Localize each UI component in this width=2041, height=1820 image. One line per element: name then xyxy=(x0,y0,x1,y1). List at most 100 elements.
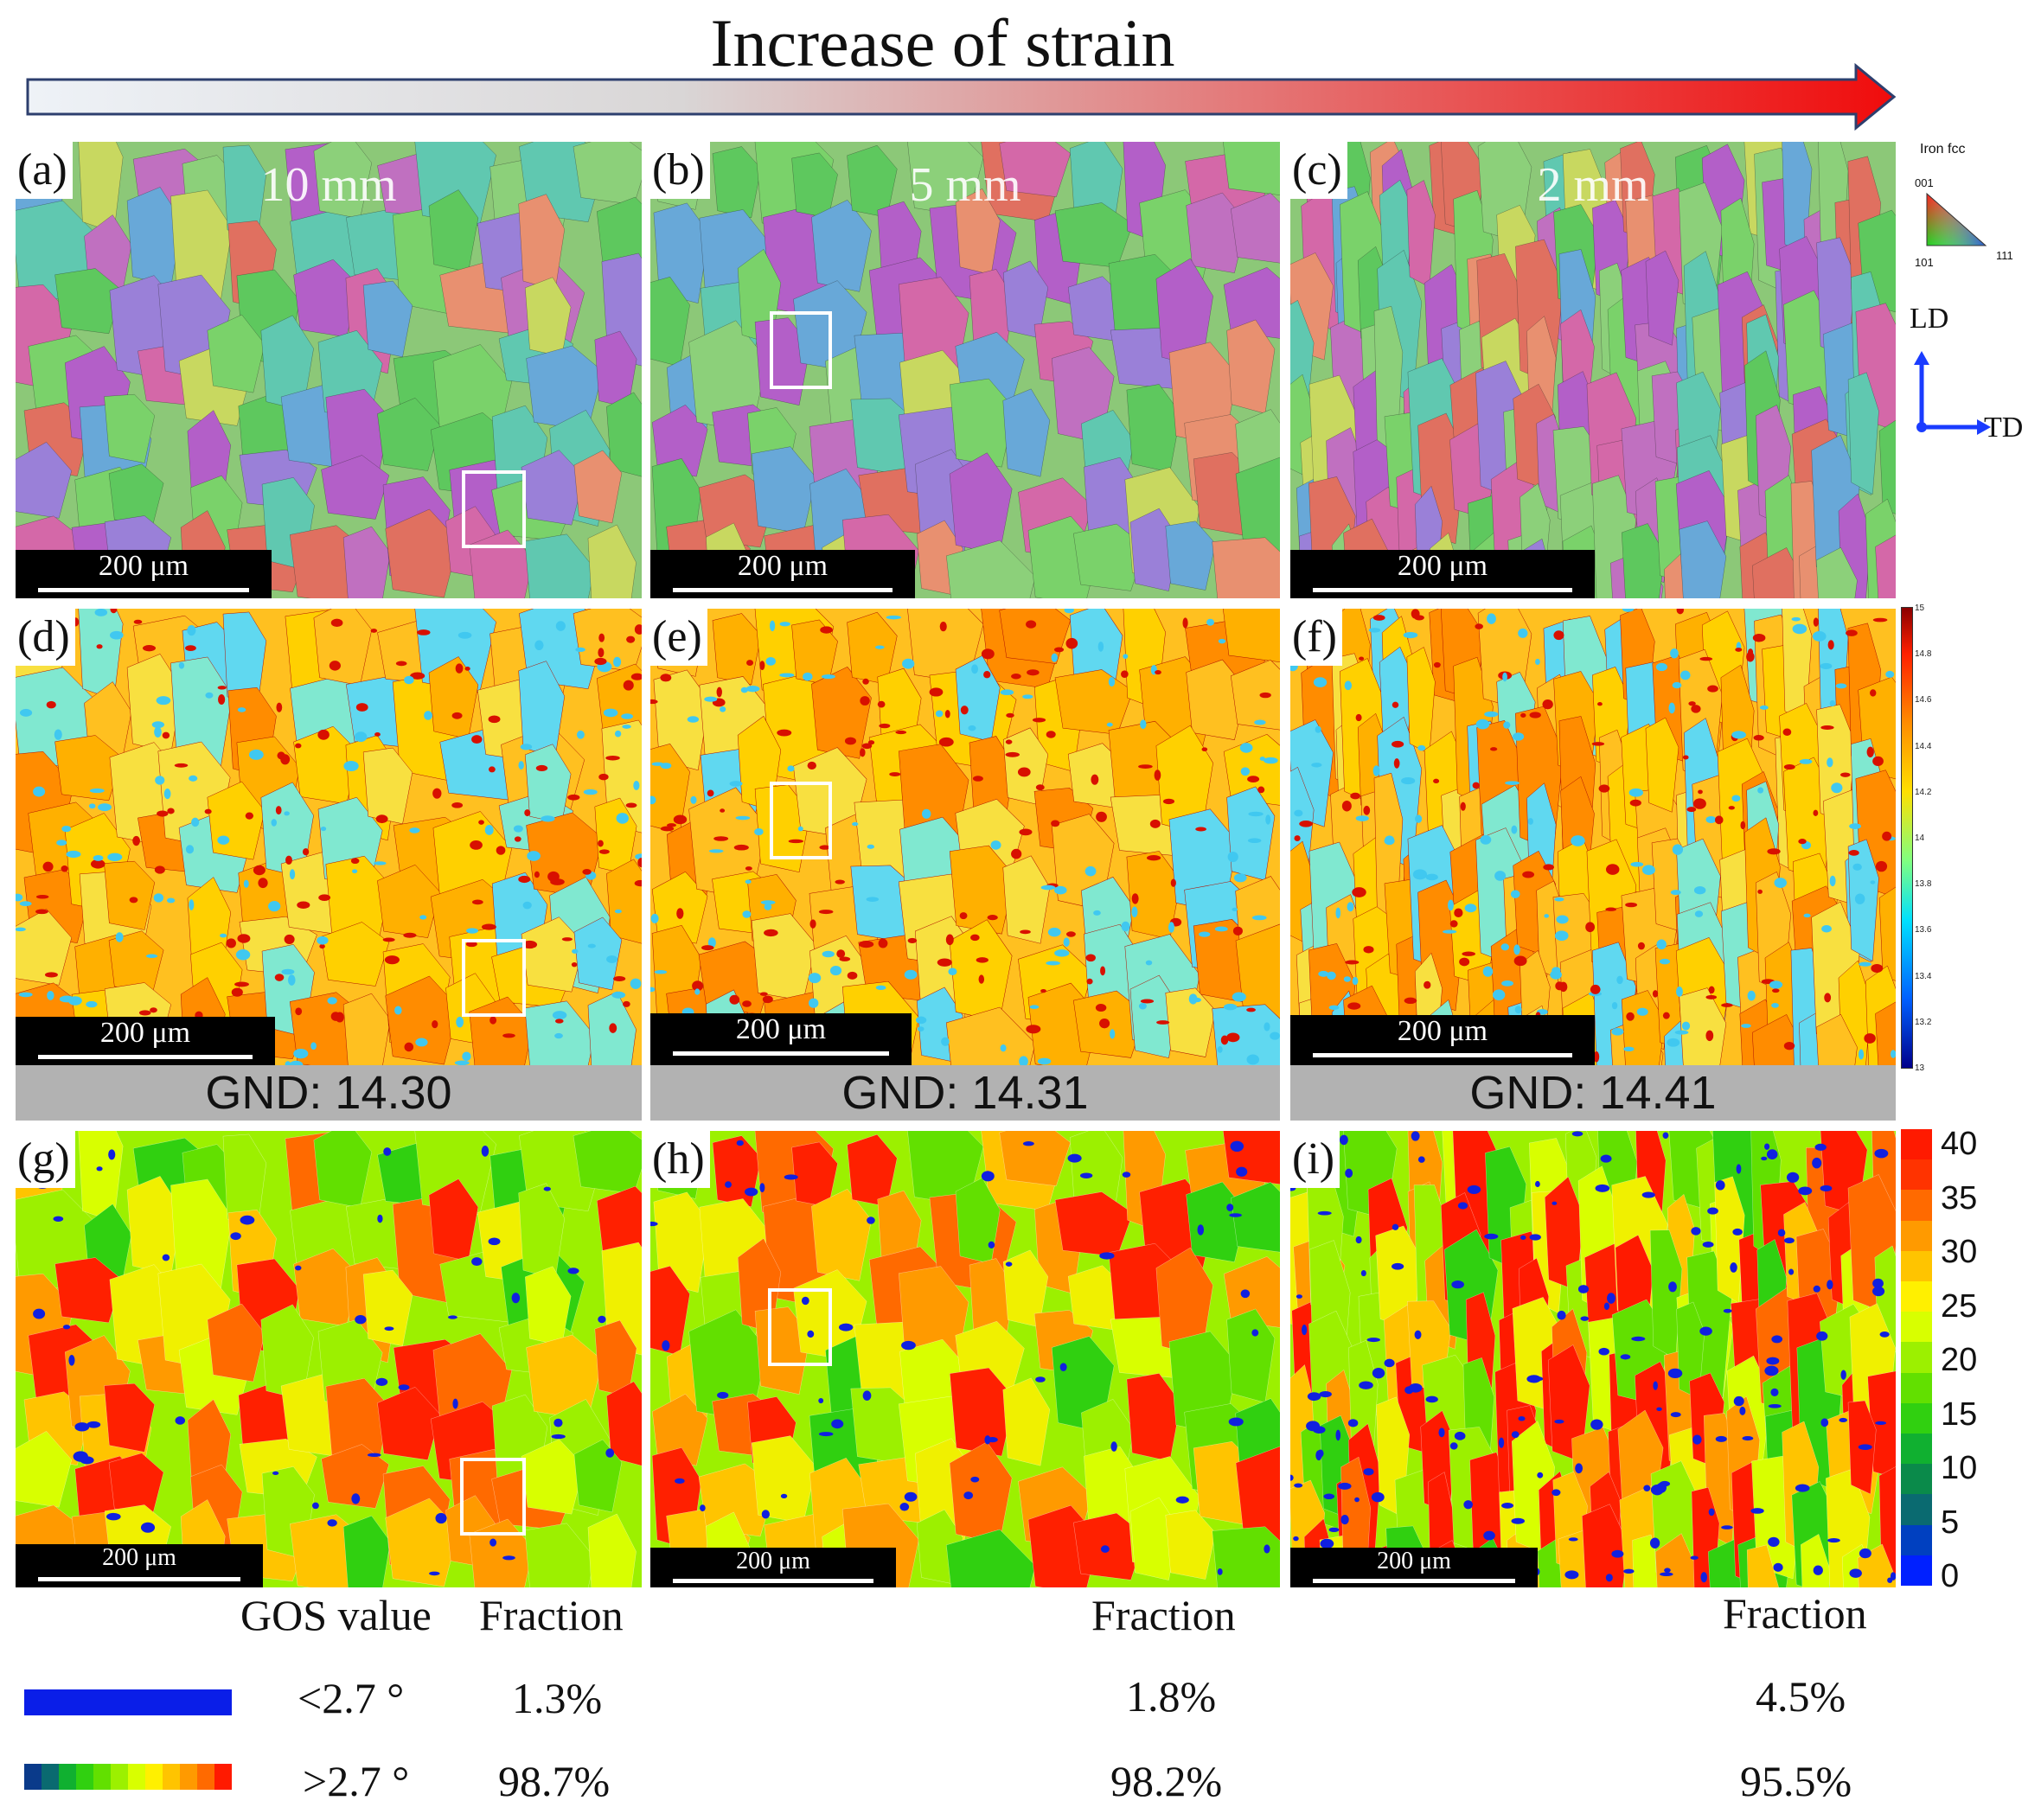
texture-dot xyxy=(777,729,792,737)
grain xyxy=(525,1523,595,1587)
texture-dot xyxy=(1518,628,1528,638)
texture-dot xyxy=(1460,801,1466,811)
grain xyxy=(519,661,565,757)
texture-dot xyxy=(90,859,106,869)
texture-dot xyxy=(844,737,856,745)
grain xyxy=(574,1440,622,1512)
texture-dot xyxy=(654,969,668,974)
texture-dot xyxy=(572,948,579,954)
texture-dot xyxy=(1803,913,1811,918)
texture-dot xyxy=(1849,823,1861,829)
texture-dot xyxy=(1764,1143,1770,1150)
texture-dot xyxy=(1568,1537,1578,1542)
texture-dot xyxy=(96,644,103,649)
scale-label: 200 μm xyxy=(735,1013,827,1045)
grain xyxy=(1221,142,1280,195)
grain xyxy=(170,657,232,773)
texture-dot xyxy=(1026,620,1037,629)
texture-dot xyxy=(1655,662,1667,672)
texture-dot xyxy=(1138,764,1153,769)
texture-dot xyxy=(717,1391,729,1399)
texture-dot xyxy=(1520,712,1526,718)
texture-dot xyxy=(1543,864,1554,871)
texture-dot xyxy=(520,744,533,750)
texture-dot xyxy=(1730,1262,1737,1273)
grain xyxy=(109,931,163,993)
grain xyxy=(956,188,1000,274)
texture-dot xyxy=(554,1032,563,1039)
texture-dot xyxy=(258,878,268,889)
texture-dot xyxy=(1320,1538,1334,1549)
texture-dot xyxy=(1106,722,1113,727)
grain xyxy=(527,1335,604,1420)
texture-dot xyxy=(1155,669,1161,675)
texture-dot xyxy=(1553,630,1564,641)
texture-dot xyxy=(614,730,622,738)
texture-dot xyxy=(1764,1365,1779,1376)
texture-dot xyxy=(374,731,381,737)
texture-dot xyxy=(462,1051,471,1062)
texture-dot xyxy=(1631,1336,1646,1342)
texture-dot xyxy=(1029,1005,1040,1009)
texture-dot xyxy=(1195,827,1206,832)
texture-dot xyxy=(471,899,483,905)
grain xyxy=(652,872,707,943)
texture-dot xyxy=(1820,662,1833,670)
texture-dot xyxy=(1100,966,1106,976)
texture-dot xyxy=(981,1171,995,1182)
texture-dot xyxy=(1708,986,1715,994)
gos-tick-label: 15 xyxy=(1941,1395,1978,1433)
grain xyxy=(1747,1545,1780,1587)
texture-dot xyxy=(614,909,622,914)
texture-dot xyxy=(1768,1536,1780,1548)
grain xyxy=(606,393,642,477)
texture-dot xyxy=(1742,1436,1754,1441)
texture-dot xyxy=(1099,1252,1115,1260)
texture-dot xyxy=(367,1453,381,1458)
texture-dot xyxy=(1723,1308,1732,1313)
texture-dot xyxy=(187,624,196,636)
texture-dot xyxy=(496,846,506,855)
texture-dot xyxy=(835,879,845,884)
texture-dot xyxy=(1746,651,1755,662)
texture-dot xyxy=(1046,731,1056,738)
highlight-box xyxy=(462,939,526,1017)
texture-dot xyxy=(373,861,387,865)
texture-dot xyxy=(650,913,659,923)
texture-dot xyxy=(191,817,200,827)
texture-dot xyxy=(808,973,822,984)
grain xyxy=(848,1134,898,1206)
grain xyxy=(1055,202,1133,267)
texture-dot xyxy=(107,853,123,862)
texture-dot xyxy=(1340,1515,1349,1525)
texture-dot xyxy=(1871,963,1884,973)
texture-dot xyxy=(567,794,580,801)
texture-dot xyxy=(248,749,264,760)
texture-dot xyxy=(1467,1185,1481,1195)
grain xyxy=(907,142,984,216)
texture-dot xyxy=(1872,617,1888,623)
texture-dot xyxy=(729,994,740,1005)
texture-dot xyxy=(1401,776,1416,785)
texture-dot xyxy=(1020,929,1031,935)
texture-dot xyxy=(1699,1326,1712,1336)
texture-dot xyxy=(1067,1153,1082,1163)
texture-dot xyxy=(1412,869,1428,880)
texture-dot xyxy=(1537,1472,1544,1478)
texture-dot xyxy=(1449,920,1458,928)
texture-dot xyxy=(736,1140,744,1146)
grain xyxy=(752,1436,816,1523)
texture-dot xyxy=(1554,930,1569,942)
texture-dot xyxy=(231,987,243,997)
scale-label: 200 μm xyxy=(98,550,189,582)
grain xyxy=(470,1519,534,1587)
texture-dot xyxy=(86,1421,101,1428)
texture-dot xyxy=(1611,1027,1624,1036)
texture-dot xyxy=(311,1502,319,1510)
texture-dot xyxy=(939,621,947,632)
texture-dot xyxy=(47,990,54,1000)
grain xyxy=(1646,251,1679,345)
texture-dot xyxy=(733,844,749,851)
texture-dot xyxy=(415,1038,428,1047)
texture-dot xyxy=(1392,1262,1404,1270)
